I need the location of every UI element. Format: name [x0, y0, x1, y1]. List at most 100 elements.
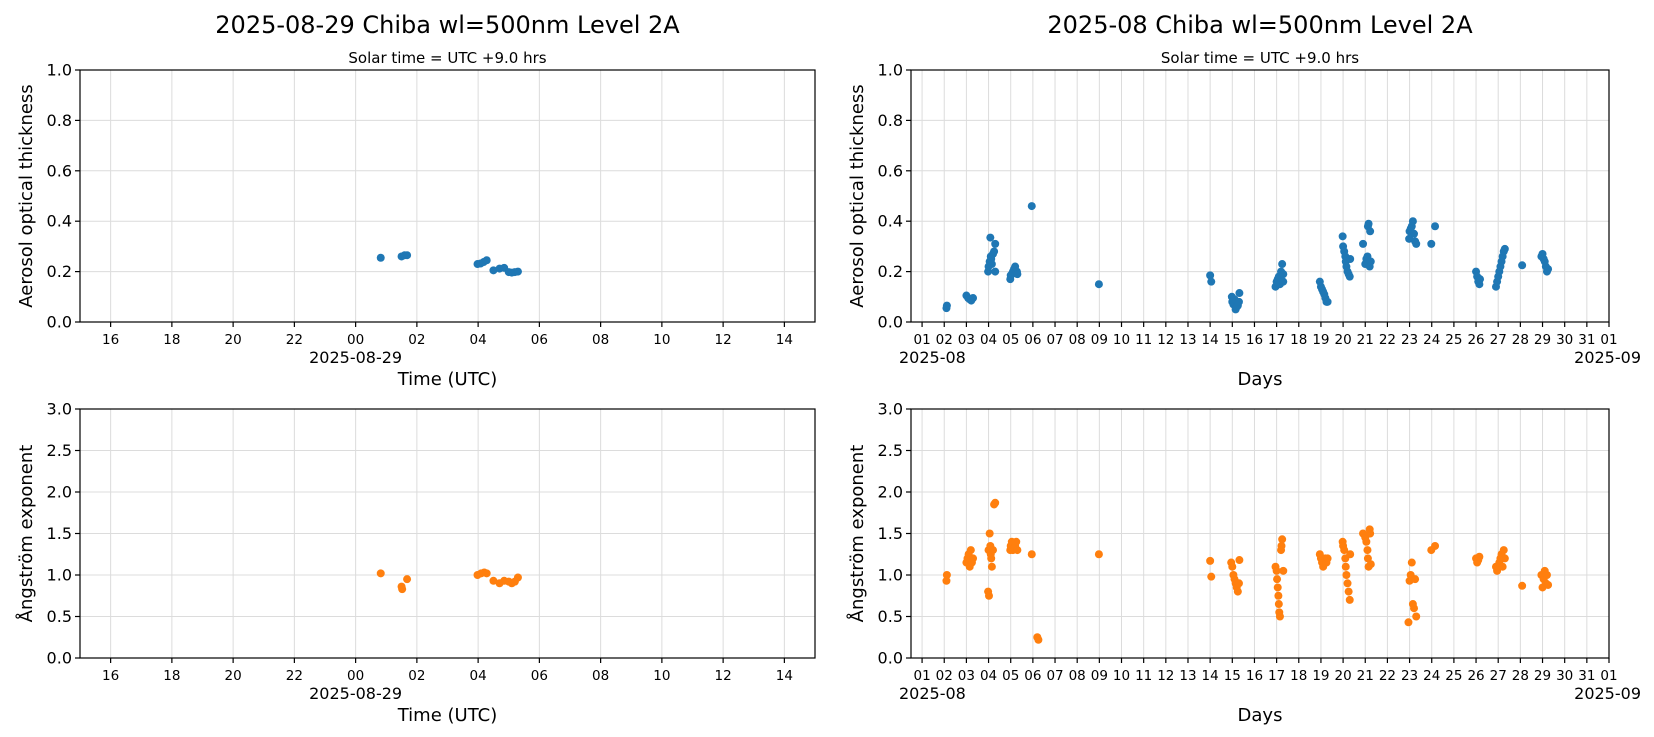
angstrom-monthly-xtick-label: 02 [936, 668, 953, 684]
angstrom-daily-xtick-label: 22 [286, 668, 303, 684]
angstrom-monthly-point [1412, 612, 1421, 621]
aot-monthly-point [1405, 234, 1414, 243]
aot-monthly-xtick-label: 11 [1135, 332, 1152, 348]
aot-monthly-point [990, 247, 999, 256]
aot-daily-points [376, 251, 522, 277]
angstrom-monthly-point [1273, 583, 1282, 592]
angstrom-monthly-xtick-label: 16 [1246, 668, 1263, 684]
aot-daily-ytick-label: 0.8 [47, 111, 72, 130]
angstrom-monthly-point [1228, 562, 1237, 571]
angstrom-daily-point [489, 576, 498, 585]
aot-monthly-point [1345, 272, 1354, 281]
aot-daily-panel: 2025-08-29 Chiba wl=500nm Level 2A Solar … [16, 11, 816, 390]
aot-monthly-ytick-label: 1.0 [878, 61, 903, 80]
angstrom-monthly-ytick-label: 3.0 [878, 400, 903, 419]
aot-monthly-point [1235, 289, 1244, 298]
angstrom-monthly-end-month: 2025-09 [1574, 684, 1641, 703]
angstrom-monthly-xtick-label: 31 [1578, 668, 1595, 684]
angstrom-daily-xtick-label: 14 [776, 668, 793, 684]
angstrom-monthly-xlabel: Days [1238, 705, 1283, 726]
aot-daily-ytick-label: 0.6 [47, 161, 72, 180]
angstrom-monthly-point [987, 562, 996, 571]
aot-daily-point [403, 251, 412, 260]
aot-monthly-xtick-label: 15 [1224, 332, 1241, 348]
angstrom-monthly-point [1500, 554, 1509, 563]
angstrom-daily-ytick-label: 0.0 [47, 649, 72, 668]
angstrom-monthly-point [988, 546, 997, 555]
aot-monthly-end-month: 2025-09 [1574, 348, 1641, 367]
angstrom-monthly-point [1275, 612, 1284, 621]
angstrom-monthly-ytick-label: 0.5 [878, 607, 903, 626]
angstrom-monthly-point [1235, 556, 1244, 565]
angstrom-monthly-point [1407, 558, 1416, 567]
angstrom-daily-ytick-label: 1.0 [47, 566, 72, 585]
aot-monthly-point [991, 239, 1000, 248]
aot-monthly-point [1500, 244, 1509, 253]
angstrom-daily-axes-frame [79, 408, 816, 659]
angstrom-monthly-point [1207, 572, 1216, 581]
angstrom-monthly-xtick-label: 09 [1091, 668, 1108, 684]
angstrom-monthly-point [1277, 541, 1286, 550]
angstrom-monthly-point [1410, 604, 1419, 613]
angstrom-monthly-ylabel: Ångström exponent [846, 445, 868, 623]
angstrom-monthly-xtick-label: 01 [913, 668, 930, 684]
angstrom-monthly-point [1362, 537, 1371, 546]
angstrom-daily-xtick-label: 20 [225, 668, 242, 684]
aot-monthly-point [1427, 239, 1436, 248]
aot-monthly-xtick-label: 26 [1467, 332, 1484, 348]
aot-daily-xtick-label: 02 [408, 332, 425, 348]
angstrom-monthly-point [1012, 537, 1021, 546]
angstrom-monthly-xtick-label: 03 [958, 668, 975, 684]
angstrom-monthly-point [1518, 581, 1527, 590]
angstrom-monthly-start-month: 2025-08 [899, 684, 966, 703]
angstrom-monthly-xtick-label: 19 [1312, 668, 1329, 684]
aot-monthly-point [1278, 260, 1287, 269]
angstrom-monthly-xtick-label: 08 [1069, 668, 1086, 684]
aot-monthly-point [1431, 222, 1440, 231]
aot-monthly-point [1359, 239, 1368, 248]
aot-monthly-point [1323, 297, 1332, 306]
angstrom-monthly-point [1499, 546, 1508, 555]
angstrom-monthly-xtick-label: 22 [1379, 668, 1396, 684]
aot-monthly-point [1366, 227, 1375, 236]
aot-monthly-point [1338, 232, 1347, 241]
aot-monthly-point [969, 294, 978, 303]
aot-daily-xtick-label: 10 [653, 332, 670, 348]
angstrom-monthly-point [942, 576, 951, 585]
angstrom-monthly-xtick-label: 29 [1534, 668, 1551, 684]
aot-daily-point [513, 267, 522, 276]
angstrom-monthly-point [1013, 546, 1022, 555]
angstrom-monthly-point [1273, 575, 1282, 584]
aot-daily-ytick-label: 0.2 [47, 262, 72, 281]
angstrom-monthly-panel: 0.0 0.5 1.0 1.5 2.0 2.5 3.0 01 02 03 04 05 06 07 08 09 1… [846, 400, 1641, 727]
angstrom-monthly-point [1345, 595, 1354, 604]
angstrom-monthly-xtick-label: 27 [1490, 668, 1507, 684]
aot-daily-xtick-label: 00 [347, 332, 364, 348]
angstrom-monthly-ytick-label: 1.0 [878, 566, 903, 585]
angstrom-monthly-ytick-label: 0.0 [878, 649, 903, 668]
angstrom-monthly-ytick-label: 2.0 [878, 483, 903, 502]
aot-monthly-xlabel: Days [1238, 369, 1283, 390]
angstrom-monthly-xtick-label: 06 [1024, 668, 1041, 684]
angstrom-monthly-xtick-label: 13 [1179, 668, 1196, 684]
aot-monthly-xtick-label: 24 [1423, 332, 1440, 348]
angstrom-monthly-point [1498, 562, 1507, 571]
angstrom-daily-points [376, 568, 522, 594]
angstrom-monthly-xtick-label: 07 [1046, 668, 1063, 684]
aot-monthly-xtick-label: 06 [1024, 332, 1041, 348]
aot-monthly-xtick-label: 14 [1202, 332, 1219, 348]
angstrom-monthly-point [1344, 587, 1353, 596]
aot-monthly-xtick-label: 08 [1069, 332, 1086, 348]
aot-monthly-point [1410, 229, 1419, 238]
aot-monthly-point [987, 260, 996, 269]
aot-monthly-xtick-label: 13 [1179, 332, 1196, 348]
angstrom-monthly-xtick-label: 28 [1512, 668, 1529, 684]
aot-monthly-xtick-label: 19 [1312, 332, 1329, 348]
aot-daily-xlabel: Time (UTC) [397, 369, 498, 390]
aot-monthly-point [1412, 239, 1421, 248]
aot-monthly-point [942, 301, 951, 310]
angstrom-monthly-point [1274, 591, 1283, 600]
angstrom-daily-ytick-label: 2.0 [47, 483, 72, 502]
aot-daily-xtick-label: 14 [776, 332, 793, 348]
angstrom-monthly-xtick-label: 17 [1268, 668, 1285, 684]
